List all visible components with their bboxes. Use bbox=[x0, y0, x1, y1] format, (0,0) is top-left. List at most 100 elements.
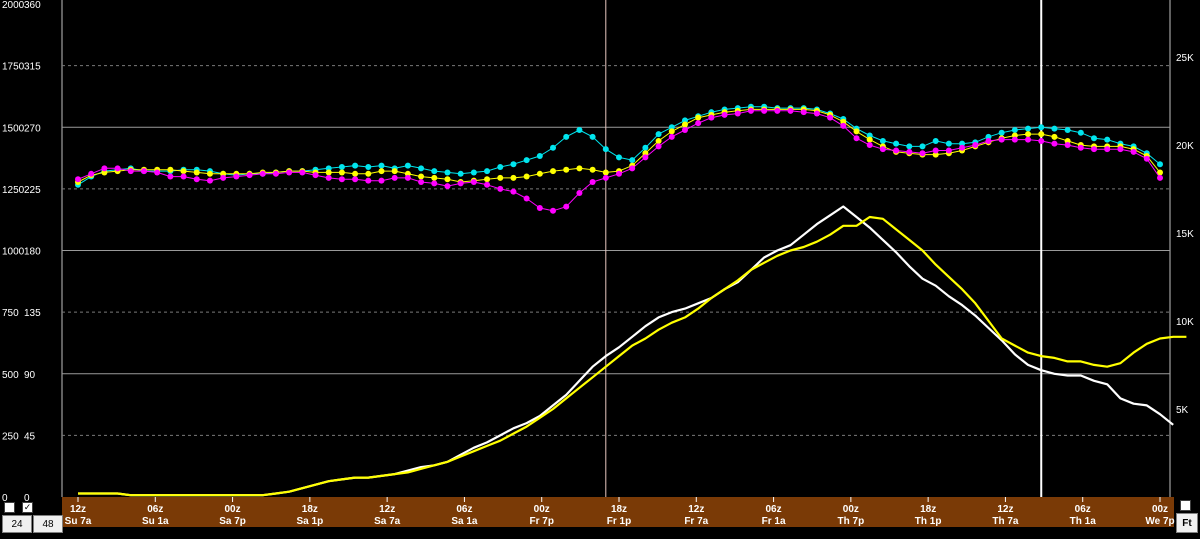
series-1-point bbox=[325, 169, 332, 176]
series-0-point bbox=[365, 163, 372, 170]
series-0-point bbox=[470, 169, 477, 176]
range-48-button[interactable]: 48 bbox=[33, 515, 63, 533]
utc-tick-label: 00z bbox=[1152, 504, 1168, 515]
series-2-point bbox=[365, 177, 372, 184]
series-2-point bbox=[853, 135, 860, 142]
series-2-point bbox=[616, 170, 622, 177]
time-axis-bar[interactable] bbox=[62, 497, 1174, 527]
toggle-checkbox-2[interactable]: ✓ bbox=[22, 502, 33, 513]
left-inner-tick-label: 0 bbox=[24, 493, 30, 504]
utc-tick-label: 18z bbox=[302, 504, 318, 515]
utc-tick-label: 00z bbox=[225, 504, 241, 515]
series-2-point bbox=[418, 179, 425, 186]
local-tick-label: Sa 7a bbox=[374, 516, 401, 527]
utc-tick-label: 00z bbox=[534, 504, 550, 515]
range-48-label: 48 bbox=[42, 518, 54, 530]
series-0-point bbox=[563, 133, 570, 140]
series-0-point bbox=[1157, 161, 1163, 168]
series-0-point bbox=[985, 133, 992, 140]
left-outer-tick-label: 1500 bbox=[2, 123, 25, 134]
range-24-button[interactable]: 24 bbox=[2, 515, 32, 533]
series-2-point bbox=[272, 170, 279, 177]
series-1-point bbox=[536, 170, 543, 177]
local-tick-label: Fr 1a bbox=[762, 516, 786, 527]
right-tick-label: 25K bbox=[1176, 53, 1194, 64]
series-2-point bbox=[154, 169, 161, 176]
series-1-point bbox=[932, 151, 939, 158]
series-2-point bbox=[787, 107, 794, 114]
series-1-point bbox=[404, 170, 411, 177]
local-tick-label: We 7p bbox=[1145, 516, 1174, 527]
left-inner-tick-label: 360 bbox=[24, 0, 41, 11]
series-2-point bbox=[431, 180, 438, 187]
utc-tick-label: 12z bbox=[70, 504, 86, 515]
series-2-point bbox=[220, 174, 227, 181]
series-2-point bbox=[761, 107, 768, 114]
series-2-point bbox=[919, 150, 926, 157]
series-2-point bbox=[312, 172, 319, 179]
series-1-point bbox=[866, 136, 873, 143]
series-0-point bbox=[576, 126, 583, 133]
local-tick-label: Fr 7a bbox=[684, 516, 708, 527]
series-0-point bbox=[998, 129, 1005, 136]
utc-tick-label: 06z bbox=[766, 504, 782, 515]
utc-tick-label: 06z bbox=[456, 504, 472, 515]
series-1-point bbox=[642, 150, 649, 157]
left-inner-tick-label: 45 bbox=[24, 431, 36, 442]
series-0-point bbox=[484, 168, 491, 175]
local-tick-label: Fr 1p bbox=[607, 516, 631, 527]
toggle-checkbox-1[interactable] bbox=[4, 502, 15, 513]
left-outer-tick-label: 2000 bbox=[2, 0, 25, 11]
series-1-point bbox=[391, 168, 398, 175]
local-tick-label: Su 7a bbox=[65, 516, 92, 527]
unit-toggle-button[interactable]: Ft bbox=[1176, 513, 1198, 533]
series-2-point bbox=[893, 147, 900, 154]
utc-tick-label: 18z bbox=[611, 504, 627, 515]
series-1-point bbox=[180, 168, 187, 175]
series-2-point bbox=[180, 173, 187, 180]
series-2-point bbox=[167, 173, 174, 180]
series-1-point bbox=[1064, 137, 1071, 144]
series-line-4 bbox=[78, 215, 1187, 497]
right-tick-label: 20K bbox=[1176, 141, 1194, 152]
series-0-point bbox=[879, 137, 886, 144]
series-2-point bbox=[140, 168, 147, 175]
series-0-point bbox=[589, 133, 596, 140]
series-2-point bbox=[1143, 155, 1150, 162]
series-1-point bbox=[1051, 133, 1058, 140]
series-2-point bbox=[1130, 148, 1137, 155]
series-2-point bbox=[88, 170, 95, 177]
series-0-point bbox=[497, 163, 504, 170]
series-2-point bbox=[114, 165, 121, 172]
series-2-point bbox=[774, 107, 781, 114]
left-outer-tick-label: 1750 bbox=[2, 62, 25, 73]
series-2-point bbox=[299, 169, 306, 176]
series-2-point bbox=[470, 179, 477, 186]
series-1-point bbox=[655, 137, 662, 144]
series-2-point bbox=[1117, 146, 1124, 153]
series-2-point bbox=[734, 110, 741, 117]
local-tick-label: Fr 7p bbox=[529, 516, 553, 527]
series-0-point bbox=[1051, 125, 1058, 132]
series-2-point bbox=[233, 173, 240, 180]
series-2-point bbox=[75, 176, 81, 183]
check-mark-icon: ✓ bbox=[23, 502, 32, 512]
series-1-point bbox=[681, 121, 688, 128]
series-1-point bbox=[695, 114, 702, 121]
series-1-point bbox=[206, 170, 213, 177]
series-1-point bbox=[602, 169, 609, 176]
series-2-point bbox=[378, 177, 385, 184]
utc-tick-label: 12z bbox=[688, 504, 704, 515]
series-2-point bbox=[550, 207, 557, 214]
utc-tick-label: 12z bbox=[379, 504, 395, 515]
series-2-point bbox=[827, 114, 834, 121]
series-0-point bbox=[906, 143, 913, 150]
series-0-point bbox=[893, 140, 900, 147]
series-2-point bbox=[602, 174, 609, 181]
series-0-point bbox=[352, 162, 359, 169]
unit-checkbox[interactable] bbox=[1180, 500, 1191, 511]
series-0-point bbox=[602, 146, 609, 153]
series-2-point bbox=[985, 137, 992, 144]
series-2-point bbox=[391, 174, 398, 181]
series-2-point bbox=[972, 142, 979, 149]
